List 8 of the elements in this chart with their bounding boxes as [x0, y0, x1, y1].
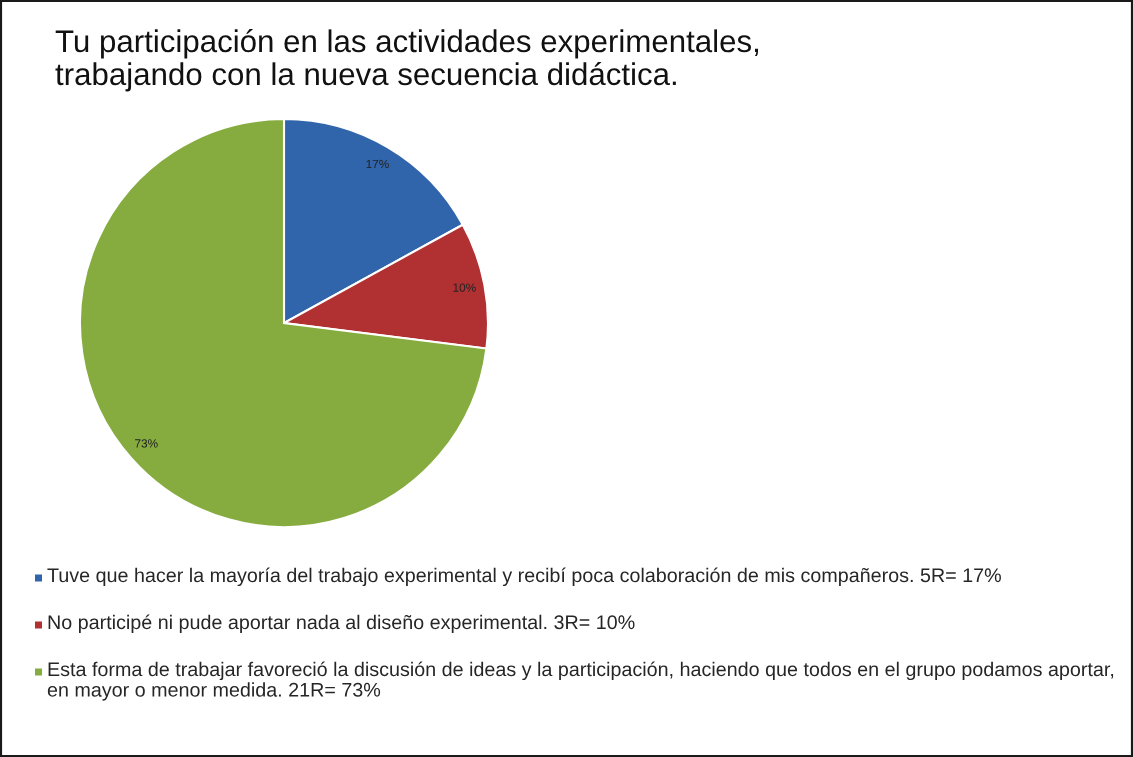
legend-label: No participé ni pude aportar nada al diseño experimental. 3R= 10%: [48, 614, 635, 634]
legend-label: Tuve que hacer la mayoría del trabajo experimental y recibí poca colaboración de mis compañeros. 5R= 17%: [47, 567, 1001, 587]
chart-title: Tu participación en las actividades experimentales, trabajando con la nueva secuencia didáctica.: [55, 29, 758, 92]
pie-slice: [78, 117, 488, 529]
data-label: 10%: [453, 283, 476, 292]
legend-label: Esta forma de trabajar favoreció la discusión de ideas y la participación, haciendo que todos en el grupo podamos aportar, en mayor o menor medida. 21R= 73%: [47, 661, 1114, 701]
data-label: 17%: [366, 159, 389, 169]
data-label: 73%: [135, 439, 158, 448]
